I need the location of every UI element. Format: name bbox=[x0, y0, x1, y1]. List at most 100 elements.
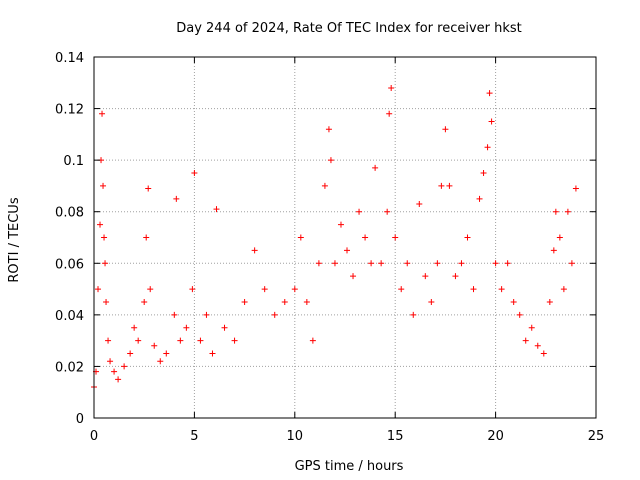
data-point bbox=[337, 221, 344, 228]
data-point bbox=[121, 363, 128, 370]
axis-ticks bbox=[93, 56, 597, 419]
data-point bbox=[171, 311, 178, 318]
data-point bbox=[484, 144, 491, 151]
data-point bbox=[392, 234, 399, 241]
data-point bbox=[291, 286, 298, 293]
data-point bbox=[368, 260, 375, 267]
x-tick-label: 15 bbox=[387, 429, 404, 444]
data-point bbox=[458, 260, 465, 267]
data-point bbox=[350, 273, 357, 280]
data-point bbox=[464, 234, 471, 241]
data-point bbox=[438, 182, 445, 189]
data-point bbox=[197, 337, 204, 344]
data-point bbox=[107, 358, 114, 365]
x-tick-label: 25 bbox=[588, 429, 605, 444]
data-point bbox=[568, 260, 575, 267]
data-point bbox=[163, 350, 170, 357]
data-point bbox=[135, 337, 142, 344]
data-point bbox=[428, 298, 435, 305]
data-point bbox=[398, 286, 405, 293]
data-point bbox=[251, 247, 258, 254]
x-tick-label: 20 bbox=[487, 429, 504, 444]
data-point bbox=[486, 90, 493, 97]
data-point bbox=[410, 311, 417, 318]
data-point bbox=[476, 195, 483, 202]
y-tick-label: 0.14 bbox=[55, 51, 84, 66]
data-point bbox=[540, 350, 547, 357]
data-point bbox=[203, 311, 210, 318]
data-point bbox=[177, 337, 184, 344]
data-point bbox=[309, 337, 316, 344]
x-tick-label: 10 bbox=[287, 429, 304, 444]
data-point bbox=[522, 337, 529, 344]
data-point bbox=[271, 311, 278, 318]
y-tick-label: 0.04 bbox=[55, 309, 84, 324]
data-point bbox=[327, 157, 334, 164]
data-point bbox=[105, 337, 112, 344]
data-point bbox=[100, 182, 107, 189]
data-point bbox=[572, 185, 579, 192]
data-point bbox=[102, 260, 109, 267]
data-point bbox=[101, 234, 108, 241]
data-point bbox=[372, 164, 379, 171]
data-point bbox=[560, 286, 567, 293]
data-point bbox=[564, 208, 571, 215]
y-tick-label: 0.1 bbox=[63, 154, 84, 169]
data-point bbox=[191, 170, 198, 177]
data-point bbox=[488, 118, 495, 125]
data-point bbox=[303, 298, 310, 305]
data-point bbox=[498, 286, 505, 293]
data-point bbox=[384, 208, 391, 215]
data-point bbox=[386, 110, 393, 117]
data-point bbox=[446, 182, 453, 189]
plot-frame bbox=[93, 56, 597, 419]
data-point bbox=[131, 324, 138, 331]
data-point bbox=[362, 234, 369, 241]
data-point bbox=[261, 286, 268, 293]
chart-title: Day 244 of 2024, Rate Of TEC Index for r… bbox=[176, 21, 522, 36]
data-point bbox=[231, 337, 238, 344]
y-tick-label: 0.06 bbox=[55, 257, 84, 272]
data-point bbox=[281, 298, 288, 305]
data-point bbox=[99, 110, 106, 117]
data-point bbox=[510, 298, 517, 305]
data-point bbox=[95, 286, 102, 293]
data-point bbox=[492, 260, 499, 267]
data-point bbox=[528, 324, 535, 331]
y-tick-label: 0.02 bbox=[55, 360, 84, 375]
data-point bbox=[388, 84, 395, 91]
data-point bbox=[209, 350, 216, 357]
data-point bbox=[416, 200, 423, 207]
data-point bbox=[552, 208, 559, 215]
y-tick-label: 0.12 bbox=[55, 103, 84, 118]
data-point bbox=[141, 298, 148, 305]
data-point bbox=[221, 324, 228, 331]
data-point bbox=[422, 273, 429, 280]
y-tick-label: 0.08 bbox=[55, 206, 84, 221]
data-point bbox=[183, 324, 190, 331]
data-point bbox=[470, 286, 477, 293]
data-point bbox=[534, 342, 541, 349]
data-point bbox=[103, 298, 110, 305]
x-tick-label: 5 bbox=[190, 429, 198, 444]
data-point bbox=[356, 208, 363, 215]
y-axis-title: ROTI / TECUs bbox=[7, 197, 22, 282]
data-point bbox=[157, 358, 164, 365]
data-point bbox=[434, 260, 441, 267]
data-point bbox=[145, 185, 152, 192]
data-point bbox=[556, 234, 563, 241]
data-point bbox=[321, 182, 328, 189]
data-point bbox=[516, 311, 523, 318]
data-point bbox=[331, 260, 338, 267]
data-point bbox=[127, 350, 134, 357]
data-point bbox=[151, 342, 158, 349]
data-point bbox=[297, 234, 304, 241]
data-point bbox=[213, 206, 220, 213]
data-point bbox=[189, 286, 196, 293]
data-point bbox=[143, 234, 150, 241]
data-point bbox=[344, 247, 351, 254]
data-point bbox=[111, 368, 118, 375]
data-points bbox=[91, 84, 579, 391]
